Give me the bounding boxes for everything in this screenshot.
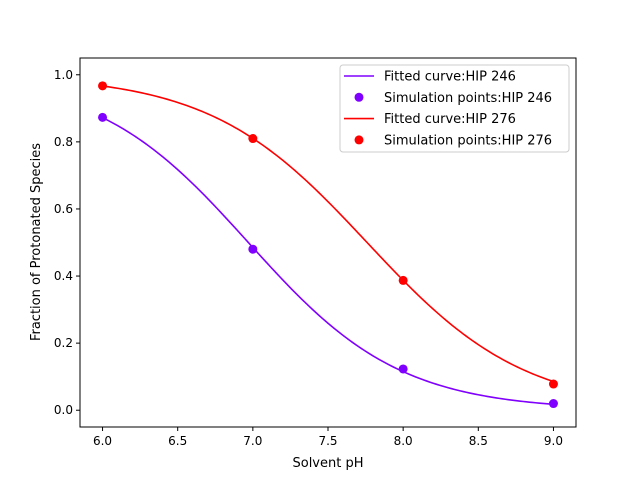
- simulation-point: [248, 134, 258, 144]
- x-axis-label: Solvent pH: [292, 456, 363, 471]
- y-tick-label: 0.6: [54, 202, 73, 216]
- x-tick-label: 7.0: [243, 434, 262, 448]
- legend-entry-label: Simulation points:HIP 276: [384, 133, 552, 148]
- fitted-curve-2: [102, 85, 554, 383]
- y-axis-label: Fraction of Protonated Species: [29, 143, 44, 341]
- simulation-point: [98, 112, 108, 122]
- legend-entry-label: Fitted curve:HIP 246: [384, 70, 516, 85]
- simulation-point: [398, 364, 408, 374]
- y-tick-label: 1.0: [54, 68, 73, 82]
- simulation-point: [248, 244, 258, 254]
- legend: Fitted curve:HIP 246 Simulation points:HI…: [339, 64, 570, 153]
- y-tick-label: 0.4: [54, 269, 73, 283]
- simulation-point: [398, 275, 408, 285]
- x-tick-label: 6.5: [168, 434, 187, 448]
- y-tick-label: 0.2: [54, 336, 73, 350]
- y-tick-label: 0.8: [54, 135, 73, 149]
- simulation-point: [98, 81, 108, 91]
- legend-marker-swatch: [354, 92, 364, 102]
- y-tick-label: 0.0: [54, 403, 73, 417]
- fitted-curve-0: [102, 116, 554, 406]
- x-tick-label: 7.5: [318, 434, 337, 448]
- x-tick-label: 6.0: [93, 434, 112, 448]
- x-tick-label: 8.0: [394, 434, 413, 448]
- simulation-point: [548, 399, 558, 409]
- legend-entry-label: Simulation points:HIP 246: [384, 91, 552, 106]
- legend-marker-swatch: [354, 135, 364, 145]
- simulation-point: [548, 379, 558, 389]
- x-tick-label: 8.5: [469, 434, 488, 448]
- x-tick-label: 9.0: [544, 434, 563, 448]
- legend-entry-label: Fitted curve:HIP 276: [384, 112, 516, 127]
